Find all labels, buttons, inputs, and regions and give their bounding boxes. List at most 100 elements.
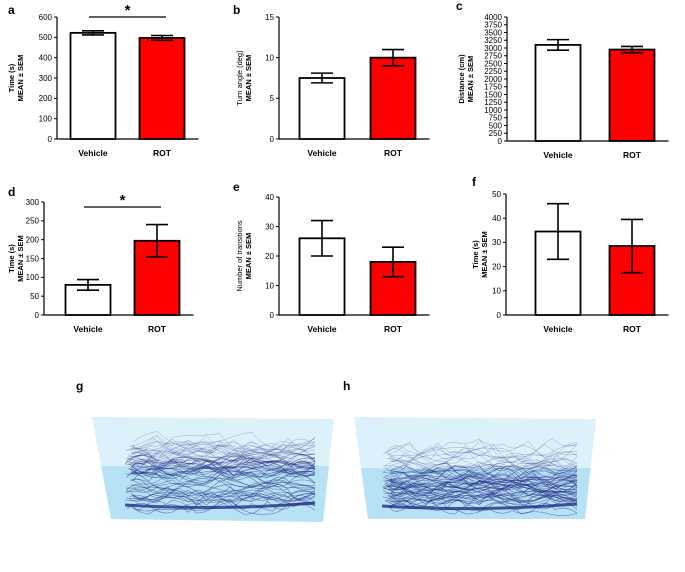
y-axis-label-secondary: MEAN ± SEM	[480, 231, 489, 278]
y-axis-label: Time (s)	[7, 244, 16, 273]
trace-path	[126, 453, 316, 465]
chart-panel-b: b 0 5 10 15 Vehicle ROT Turn angle (deg) MEAN ± …	[233, 3, 430, 158]
y-axis-label: Number of transitions	[235, 220, 244, 292]
y-tick-label: 0	[498, 137, 503, 146]
chart-panel-f: f 0 10 20 30 40 50 Vehicle ROT Time (s) MEAN ± SEM	[471, 175, 669, 334]
trace-path	[382, 443, 578, 466]
trace-path	[129, 437, 316, 458]
trace-path	[132, 452, 316, 473]
trace-path	[384, 469, 578, 483]
y-tick-label: 1750	[484, 83, 502, 92]
y-tick-label: 40	[492, 214, 501, 223]
trace-path	[389, 474, 578, 489]
y-tick-label: 300	[39, 74, 53, 83]
trace-path	[385, 469, 578, 485]
y-tick-label: 200	[26, 235, 40, 244]
y-tick-label: 15	[265, 13, 274, 22]
trace-path	[387, 441, 578, 462]
trace-path	[128, 452, 316, 467]
trace-path	[133, 489, 316, 506]
y-tick-label: 600	[39, 13, 53, 22]
trace-path	[386, 438, 578, 460]
trace-path	[383, 454, 578, 479]
y-tick-label: 3250	[484, 36, 502, 45]
trace-path	[128, 492, 316, 505]
trace-path	[382, 464, 578, 487]
trace-path	[128, 458, 316, 472]
y-axis-label-secondary: MEAN ± SEM	[16, 55, 25, 102]
trace-dense-band	[124, 501, 316, 510]
category-label: Vehicle	[543, 150, 573, 160]
trace-path	[389, 494, 578, 510]
y-tick-label: 0	[35, 311, 40, 320]
chart-panel-c: c 025050075010001250150017502000225025002…	[456, 0, 669, 160]
y-tick-label: 2000	[484, 75, 502, 84]
category-label: Vehicle	[543, 324, 573, 334]
trace-path	[389, 444, 578, 464]
trace-path	[125, 466, 316, 482]
trace-path	[130, 440, 316, 461]
trace-path	[130, 460, 316, 476]
trace-path	[389, 443, 578, 463]
y-tick-label: 40	[265, 193, 274, 202]
category-label: ROT	[623, 150, 642, 160]
trace-path	[125, 485, 316, 501]
category-label: ROT	[384, 148, 403, 158]
panel-letter: h	[343, 379, 350, 393]
y-tick-label: 1250	[484, 98, 502, 107]
trace-path	[131, 467, 316, 483]
category-label: ROT	[153, 148, 172, 158]
panel-letter: c	[456, 0, 463, 13]
panel-letter: f	[472, 175, 477, 189]
y-tick-label: 0	[270, 135, 275, 144]
y-axis-label-secondary: MEAN ± SEM	[16, 235, 25, 282]
trace-path	[129, 490, 316, 502]
trace-path	[387, 461, 578, 481]
trace-path	[134, 456, 316, 471]
y-tick-label: 3000	[484, 44, 502, 53]
y-axis-label-secondary: MEAN ± SEM	[466, 56, 475, 103]
y-tick-label: 50	[30, 292, 39, 301]
trace-path	[132, 459, 316, 474]
trace-path	[389, 470, 578, 486]
trace-path	[129, 434, 316, 454]
trace-path	[382, 464, 578, 490]
trace-path	[134, 479, 316, 497]
trace-path	[126, 484, 316, 499]
bar-rot	[608, 48, 656, 142]
y-axis-label: Time (s)	[7, 63, 16, 92]
trace-path	[384, 440, 578, 462]
trace-dense-band	[381, 502, 578, 511]
trace-path	[125, 484, 316, 498]
y-tick-label: 500	[489, 121, 503, 130]
y-tick-label: 20	[265, 252, 274, 261]
y-tick-label: 250	[26, 217, 40, 226]
trajectory-panel-h: h	[343, 379, 596, 519]
significance-star: *	[120, 192, 126, 209]
y-tick-label: 0	[48, 135, 53, 144]
trace-path	[389, 471, 578, 493]
category-label: Vehicle	[307, 324, 337, 334]
trace-path	[390, 462, 578, 477]
y-tick-label: 10	[492, 287, 501, 296]
panel-letter: d	[8, 185, 15, 199]
trace-path	[389, 472, 578, 487]
trace-path	[389, 465, 578, 486]
trace-path	[389, 480, 578, 495]
bar-vehicle	[298, 77, 346, 140]
chart-panel-e: e 0 10 20 30 40 Vehicle ROT Number of transition…	[233, 180, 430, 334]
category-label: Vehicle	[78, 148, 108, 158]
y-axis-label: Time (s)	[471, 240, 480, 269]
y-axis-label-secondary: MEAN ± SEM	[244, 55, 253, 102]
y-tick-label: 150	[26, 254, 40, 263]
trace-path	[382, 482, 578, 498]
y-tick-label: 5	[270, 94, 275, 103]
y-tick-label: 3750	[484, 21, 502, 30]
trajectory-panel-g: g	[76, 379, 334, 522]
panel-letter: a	[8, 3, 15, 17]
panel-letter: b	[233, 3, 240, 17]
trace-path	[128, 443, 316, 464]
bar-rot	[138, 37, 186, 140]
trace-path	[128, 444, 316, 471]
category-label: ROT	[384, 324, 403, 334]
